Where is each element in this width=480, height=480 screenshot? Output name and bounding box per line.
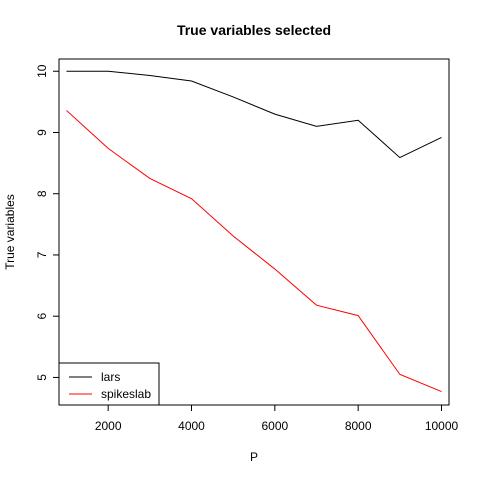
y-tick-label-9: 9 — [35, 129, 49, 136]
y-tick-label-6: 6 — [35, 313, 49, 320]
x-axis: 2000 4000 6000 8000 10000 — [95, 405, 459, 433]
y-tick-label-8: 8 — [35, 190, 49, 197]
x-tick-label-2000: 2000 — [95, 419, 122, 433]
y-axis-label: True variables — [3, 194, 17, 270]
x-tick-label-4000: 4000 — [178, 419, 205, 433]
x-tick-label-8000: 8000 — [345, 419, 372, 433]
y-tick-label-7: 7 — [35, 251, 49, 258]
x-tick-label-10000: 10000 — [425, 419, 459, 433]
x-axis-label: P — [250, 450, 258, 464]
y-axis: 5 6 7 8 9 10 — [35, 64, 59, 381]
series-layer — [66, 70, 442, 392]
series-line-lars — [66, 70, 442, 159]
legend-label-lars: lars — [101, 370, 120, 384]
x-tick-label-6000: 6000 — [261, 419, 288, 433]
y-tick-label-5: 5 — [35, 374, 49, 381]
chart-title: True variables selected — [177, 22, 331, 38]
legend: lars spikeslab — [58, 362, 160, 406]
legend-label-spikeslab: spikeslab — [101, 387, 151, 401]
series-line-spikeslab — [66, 110, 442, 392]
plot-frame — [58, 58, 450, 406]
y-tick-label-10: 10 — [35, 64, 49, 78]
legend-box — [58, 362, 160, 406]
